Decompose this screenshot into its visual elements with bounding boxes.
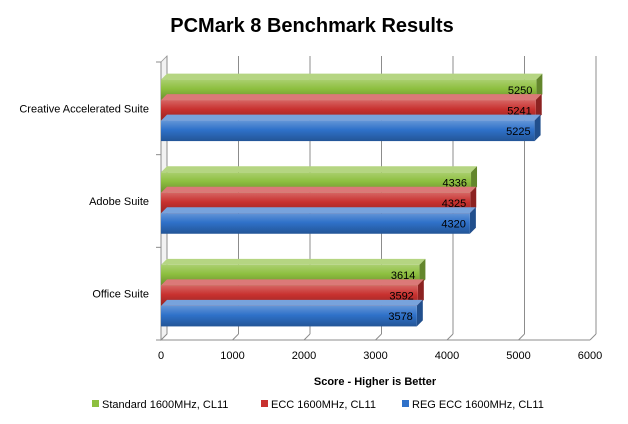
bar-top-face: [161, 207, 476, 214]
x-axis-title: Score - Higher is Better: [314, 376, 437, 388]
data-label: 3614: [391, 270, 415, 282]
legend-swatch: [402, 400, 409, 407]
bar-end-face: [470, 186, 477, 214]
data-label: 5241: [507, 105, 531, 117]
bar-end-face: [417, 279, 424, 306]
x-tick-label: 6000: [578, 350, 602, 362]
x-tick-label: 0: [158, 350, 164, 362]
gridline-depth: [589, 333, 597, 341]
bar-end-face: [535, 94, 542, 121]
data-label: 5225: [506, 126, 530, 138]
data-label: 5250: [508, 85, 532, 97]
bar-end-face: [416, 299, 423, 327]
data-label: 3578: [388, 311, 412, 323]
gridline-depth: [303, 333, 311, 341]
bar-top-face: [161, 73, 543, 80]
bar-end-face: [534, 114, 541, 142]
legend-label: ECC 1600MHz, CL11: [271, 399, 376, 411]
data-label: 4325: [442, 198, 466, 210]
x-tick-label: 5000: [506, 350, 530, 362]
data-label: 4320: [441, 219, 465, 231]
data-label: 3592: [389, 291, 413, 303]
chart-title: PCMark 8 Benchmark Results: [170, 15, 453, 37]
gridline-depth: [375, 333, 382, 341]
bar-top-face: [161, 258, 426, 265]
bar-top-face: [161, 279, 424, 286]
legend-swatch: [92, 400, 99, 407]
y-category-label: Adobe Suite: [89, 196, 149, 208]
legend: Standard 1600MHz, CL11 ECC 1600MHz, CL11 R…: [92, 399, 544, 411]
bar-top-face: [161, 186, 477, 193]
gridline-depth: [518, 333, 525, 341]
bar-end-face: [419, 258, 426, 286]
legend-label: REG ECC 1600MHz, CL11: [412, 399, 544, 411]
y-category-label: Creative Accelerated Suite: [19, 103, 149, 115]
legend-swatch: [261, 400, 268, 407]
bar-end-face: [471, 166, 478, 193]
legend-label: Standard 1600MHz, CL11: [102, 399, 228, 411]
x-tick-label: 3000: [363, 350, 387, 362]
gridline-depth: [446, 333, 454, 341]
bar: [161, 213, 470, 234]
bar: [161, 305, 417, 327]
gridline-depth: [232, 333, 239, 341]
y-category-label: Office Suite: [92, 289, 149, 301]
bar-top-face: [161, 299, 423, 306]
bar-end-face: [469, 207, 476, 234]
gridline-depth: [160, 333, 168, 341]
bar: [161, 120, 535, 142]
bar-top-face: [161, 166, 478, 173]
bar-top-face: [161, 114, 541, 121]
data-label: 4336: [443, 178, 467, 190]
x-tick-label: 1000: [220, 350, 244, 362]
plot-area: 0 1000 2000 3000 4000 5000 6000 Creative Accele…: [19, 55, 602, 362]
bar-end-face: [536, 73, 543, 101]
bar-top-face: [161, 94, 542, 101]
x-tick-label: 2000: [292, 350, 316, 362]
x-tick-label: 4000: [435, 350, 459, 362]
